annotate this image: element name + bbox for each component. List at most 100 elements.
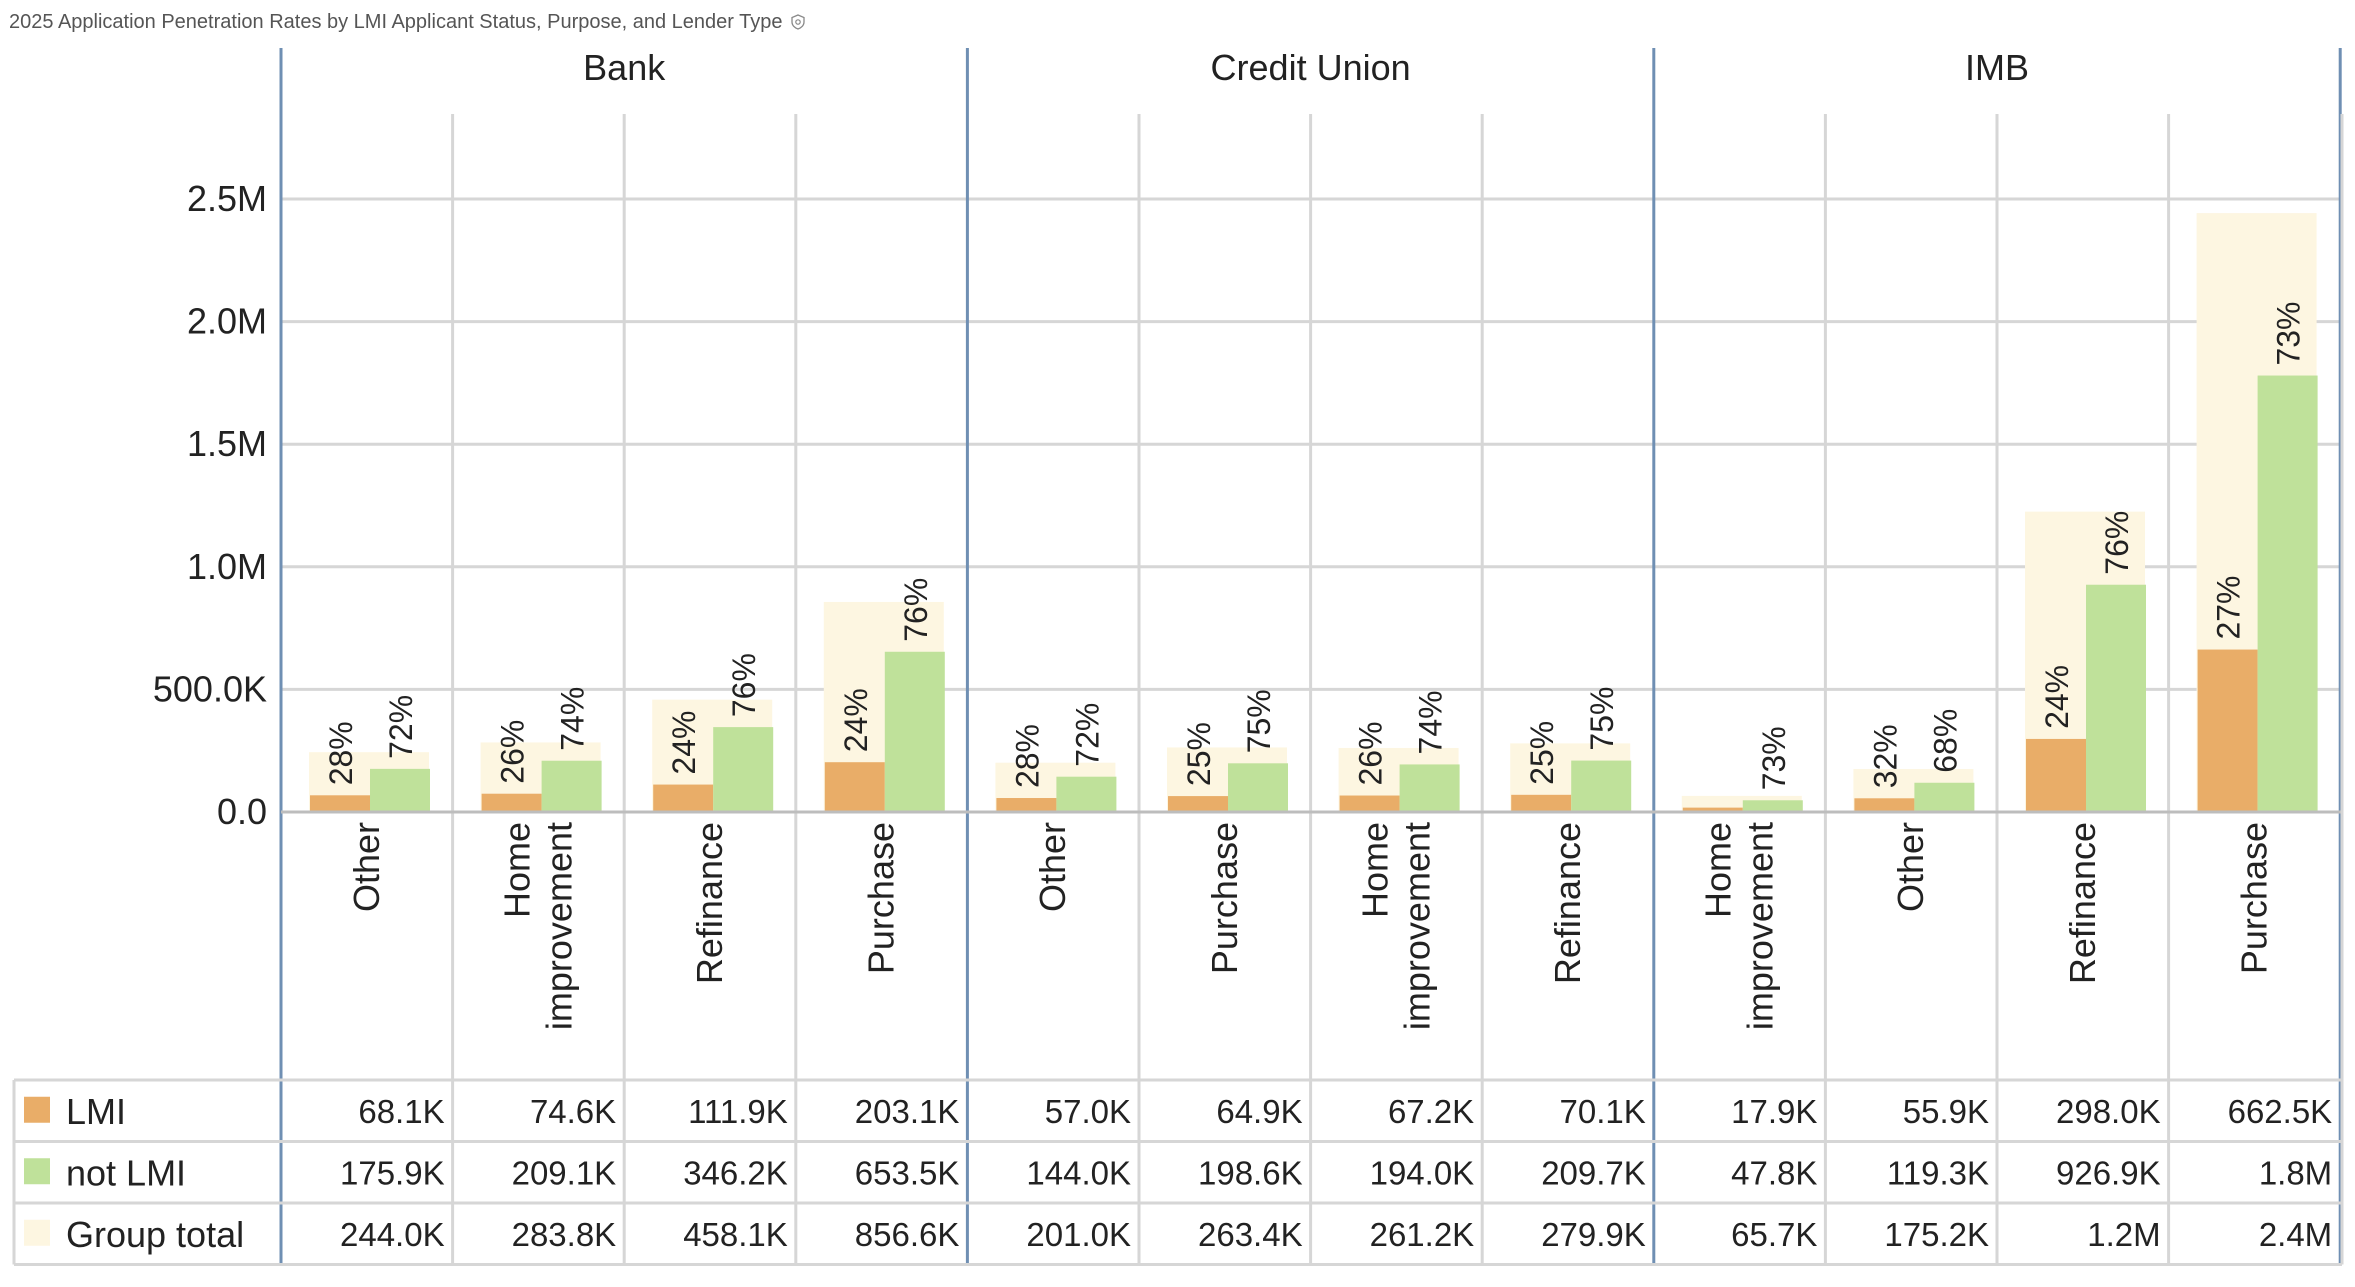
table-cell-value: 279.9K	[1541, 1216, 1646, 1253]
legend-swatch-lmi	[24, 1096, 50, 1123]
y-tick-label: 2.5M	[187, 178, 267, 219]
table-cell-value: 144.0K	[1026, 1154, 1131, 1191]
bar-lmi	[1682, 807, 1743, 812]
bar-label-not-lmi-pct: 76%	[2099, 511, 2135, 575]
group-label: Credit Union	[1211, 47, 1411, 88]
table-cell-value: 2.4M	[2259, 1216, 2332, 1253]
x-category-label: Purchase	[2233, 822, 2274, 974]
x-category-label: Other	[346, 822, 387, 912]
bar-label-lmi-pct: 24%	[2039, 665, 2075, 729]
table-cell-value: 298.0K	[2056, 1093, 2161, 1130]
bar-lmi	[996, 798, 1057, 812]
bar-label-lmi-pct: 27%	[2211, 576, 2247, 640]
bar-lmi	[2197, 649, 2258, 812]
bar-label-not-lmi-pct: 74%	[555, 687, 591, 751]
table-cell-value: 203.1K	[855, 1093, 960, 1130]
x-category-label: Home	[1354, 822, 1395, 918]
table-cell-value: 1.8M	[2259, 1154, 2332, 1191]
x-category-label: Home	[496, 822, 537, 918]
bar-label-not-lmi-pct: 76%	[726, 653, 762, 717]
group-label: IMB	[1965, 47, 2029, 88]
chart-title-text: 2025 Application Penetration Rates by LM…	[9, 11, 783, 33]
chart-title: 2025 Application Penetration Rates by LM…	[9, 11, 806, 34]
table-cell-value: 65.7K	[1731, 1216, 1817, 1253]
y-tick-label: 1.0M	[187, 546, 267, 587]
bar-not-lmi	[1228, 763, 1288, 812]
x-category-label: improvement	[1740, 822, 1781, 1030]
table-cell-value: 201.0K	[1026, 1216, 1131, 1253]
legend-label-not-lmi: not LMI	[66, 1152, 186, 1193]
x-category-label: Refinance	[1547, 822, 1588, 984]
info-shield-icon[interactable]	[790, 14, 806, 30]
bar-lmi	[1168, 796, 1228, 812]
table-cell-value: 55.9K	[1903, 1093, 1989, 1130]
group-label: Bank	[583, 47, 666, 88]
bar-lmi	[1339, 795, 1400, 812]
table-cell-value: 175.9K	[340, 1154, 445, 1191]
bar-lmi	[310, 795, 370, 812]
bar-lmi	[1511, 794, 1572, 812]
table-cell-value: 209.1K	[512, 1154, 617, 1191]
table-cell-value: 47.8K	[1731, 1154, 1817, 1191]
table-cell-value: 198.6K	[1198, 1154, 1303, 1191]
bar-label-lmi-pct: 24%	[666, 711, 702, 775]
table-cell-value: 1.2M	[2087, 1216, 2160, 1253]
bar-label-not-lmi-pct: 75%	[1584, 687, 1620, 751]
y-tick-label: 2.0M	[187, 301, 267, 342]
bar-not-lmi	[1399, 764, 1460, 812]
bar-label-not-lmi-pct: 73%	[1756, 726, 1792, 790]
y-tick-label: 1.5M	[187, 423, 267, 464]
bar-label-not-lmi-pct: 76%	[898, 578, 934, 642]
table-cell-value: 263.4K	[1198, 1216, 1303, 1253]
x-category-label: Purchase	[1204, 822, 1245, 974]
bar-label-lmi-pct: 28%	[1009, 724, 1045, 788]
legend-label-lmi: LMI	[66, 1091, 126, 1132]
bar-not-lmi	[1056, 776, 1117, 812]
table-cell-value: 194.0K	[1370, 1154, 1475, 1191]
bar-not-lmi	[2086, 584, 2146, 812]
x-category-label: Refinance	[689, 822, 730, 984]
table-cell-value: 17.9K	[1731, 1093, 1817, 1130]
legend-swatch-not-lmi	[24, 1158, 50, 1185]
table-cell-value: 57.0K	[1045, 1093, 1131, 1130]
bar-lmi	[2026, 738, 2086, 812]
table-cell-value: 64.9K	[1216, 1093, 1302, 1130]
bar-label-not-lmi-pct: 74%	[1413, 690, 1449, 754]
x-category-label: Purchase	[861, 822, 902, 974]
bar-lmi	[481, 793, 542, 812]
x-category-label: Refinance	[2062, 822, 2103, 984]
bar-not-lmi	[370, 768, 430, 812]
bar-label-lmi-pct: 25%	[1524, 721, 1560, 785]
table-cell-value: 74.6K	[530, 1093, 616, 1130]
table-cell-value: 68.1K	[358, 1093, 444, 1130]
bar-not-lmi	[1914, 782, 1975, 812]
x-category-label: Other	[1890, 822, 1931, 912]
x-category-label: improvement	[1396, 822, 1437, 1030]
bar-label-not-lmi-pct: 73%	[2271, 301, 2307, 365]
table-cell-value: 261.2K	[1370, 1216, 1475, 1253]
table-cell-value: 67.2K	[1388, 1093, 1474, 1130]
table-cell-value: 111.9K	[688, 1093, 788, 1130]
table-cell-value: 283.8K	[512, 1216, 617, 1253]
bar-not-lmi	[1571, 760, 1632, 812]
bar-label-lmi-pct: 32%	[1867, 724, 1903, 788]
table-cell-value: 926.9K	[2056, 1154, 2161, 1191]
table-cell-value: 458.1K	[683, 1216, 788, 1253]
legend-swatch-total	[24, 1219, 50, 1246]
bar-label-lmi-pct: 25%	[1181, 722, 1217, 786]
table-cell-value: 175.2K	[1884, 1216, 1989, 1253]
bar-not-lmi	[541, 760, 602, 812]
table-cell-value: 119.3K	[1887, 1154, 1989, 1191]
bar-label-lmi-pct: 26%	[1353, 721, 1389, 785]
bar-label-not-lmi-pct: 72%	[383, 695, 419, 759]
table-cell-value: 70.1K	[1560, 1093, 1646, 1130]
table-cell-value: 244.0K	[340, 1216, 445, 1253]
table-cell-value: 346.2K	[683, 1154, 788, 1191]
bar-label-lmi-pct: 24%	[838, 688, 874, 752]
bar-label-not-lmi-pct: 72%	[1069, 703, 1105, 767]
bar-not-lmi	[1742, 800, 1803, 812]
table-cell-value: 662.5K	[2228, 1093, 2333, 1130]
bar-label-lmi-pct: 26%	[495, 720, 531, 784]
bar-label-lmi-pct: 28%	[323, 721, 359, 785]
